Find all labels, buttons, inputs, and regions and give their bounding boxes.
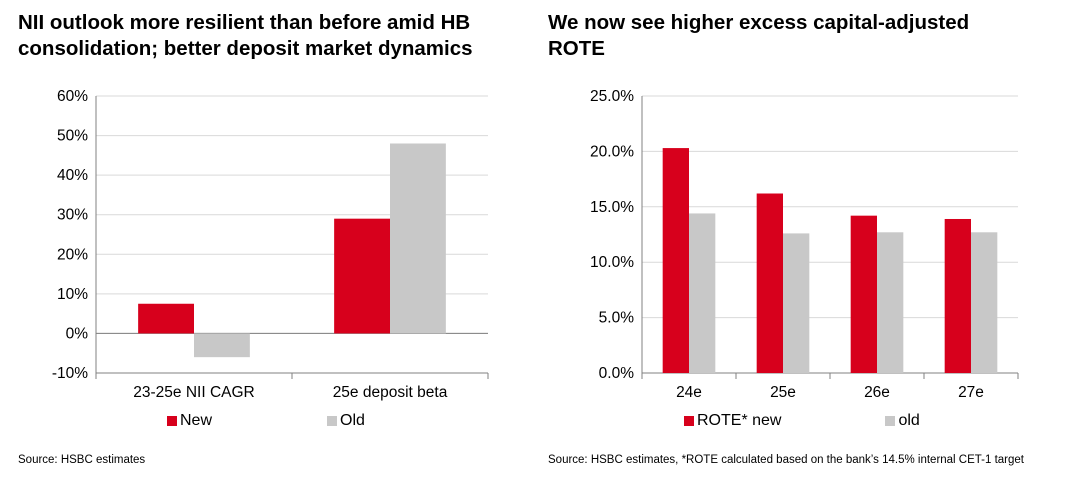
right-bar-old bbox=[971, 232, 998, 373]
left-legend: New Old bbox=[167, 412, 365, 430]
right-legend: ROTE* new old bbox=[684, 412, 920, 430]
left-title-line-1: NII outlook more resilient than before a… bbox=[18, 11, 471, 34]
right-chart-title: We now see higher excess capital-adjuste… bbox=[548, 10, 969, 62]
left-bar-new bbox=[334, 218, 390, 334]
legend-item-rote-new: ROTE* new bbox=[684, 412, 781, 430]
right-bar-chart: 0.0% 5.0% 10.0% 15.0% 20.0% 25.0% 24e 25e 26e 27e bbox=[590, 88, 1019, 401]
right-category-label: 26e bbox=[864, 384, 890, 401]
right-y-tick-label: 10.0% bbox=[590, 254, 634, 271]
right-chart-panel: We now see higher excess capital-adjuste… bbox=[548, 0, 1077, 492]
right-bar-new bbox=[756, 193, 783, 373]
left-category-label: 25e deposit beta bbox=[333, 384, 448, 401]
left-y-tick-label: 50% bbox=[57, 128, 88, 145]
legend-item-old: Old bbox=[327, 412, 365, 430]
left-bar-chart: -10% 0% 10% 20% 30% 40% 50% 60% 23-25e NII CAGR 2… bbox=[52, 88, 489, 401]
left-y-tick-label: 40% bbox=[57, 167, 88, 184]
left-chart-title: NII outlook more resilient than before a… bbox=[18, 10, 473, 62]
legend-swatch-rote-old bbox=[885, 416, 896, 426]
right-bar-new bbox=[850, 215, 877, 373]
right-bar-new bbox=[944, 218, 971, 373]
legend-swatch-new bbox=[167, 416, 177, 426]
right-bar-old bbox=[783, 233, 810, 373]
right-title-line-2: ROTE bbox=[548, 37, 605, 60]
legend-label-new: New bbox=[180, 412, 213, 429]
legend-item-new: New bbox=[167, 412, 212, 430]
right-category-label: 25e bbox=[770, 384, 796, 401]
right-bar-old bbox=[877, 232, 904, 373]
right-category-label: 27e bbox=[958, 384, 984, 401]
left-chart-panel: NII outlook more resilient than before a… bbox=[0, 0, 520, 492]
left-y-tick-label: 0% bbox=[66, 325, 89, 342]
right-y-tick-label: 25.0% bbox=[590, 88, 634, 105]
left-y-tick-label: 10% bbox=[57, 286, 88, 303]
right-y-tick-label: 20.0% bbox=[590, 143, 634, 160]
left-bar-old bbox=[194, 333, 250, 358]
legend-item-rote-old: old bbox=[885, 412, 920, 430]
left-y-tick-label: 30% bbox=[57, 207, 88, 224]
right-bar-new bbox=[662, 148, 689, 373]
left-source-note: Source: HSBC estimates bbox=[18, 454, 146, 466]
legend-swatch-old bbox=[327, 416, 338, 426]
legend-label-rote-old: old bbox=[898, 412, 920, 429]
right-y-tick-label: 5.0% bbox=[599, 310, 635, 327]
right-y-tick-label: 0.0% bbox=[599, 365, 635, 382]
legend-swatch-rote-new bbox=[684, 416, 694, 426]
left-bar-new bbox=[138, 303, 194, 334]
right-y-tick-label: 15.0% bbox=[590, 199, 634, 216]
left-y-tick-label: -10% bbox=[52, 365, 88, 382]
left-category-label: 23-25e NII CAGR bbox=[133, 384, 254, 401]
legend-label-rote-new: ROTE* new bbox=[697, 412, 782, 429]
right-source-note: Source: HSBC estimates, *ROTE calculated… bbox=[548, 454, 1025, 466]
left-bar-old bbox=[390, 143, 446, 334]
right-category-label: 24e bbox=[676, 384, 702, 401]
left-y-tick-label: 20% bbox=[57, 246, 88, 263]
left-y-tick-label: 60% bbox=[57, 88, 88, 105]
legend-label-old: Old bbox=[340, 412, 365, 429]
right-bar-old bbox=[689, 213, 716, 373]
right-title-line-1: We now see higher excess capital-adjuste… bbox=[548, 11, 970, 34]
left-title-line-2: consolidation; better deposit market dyn… bbox=[18, 37, 473, 60]
